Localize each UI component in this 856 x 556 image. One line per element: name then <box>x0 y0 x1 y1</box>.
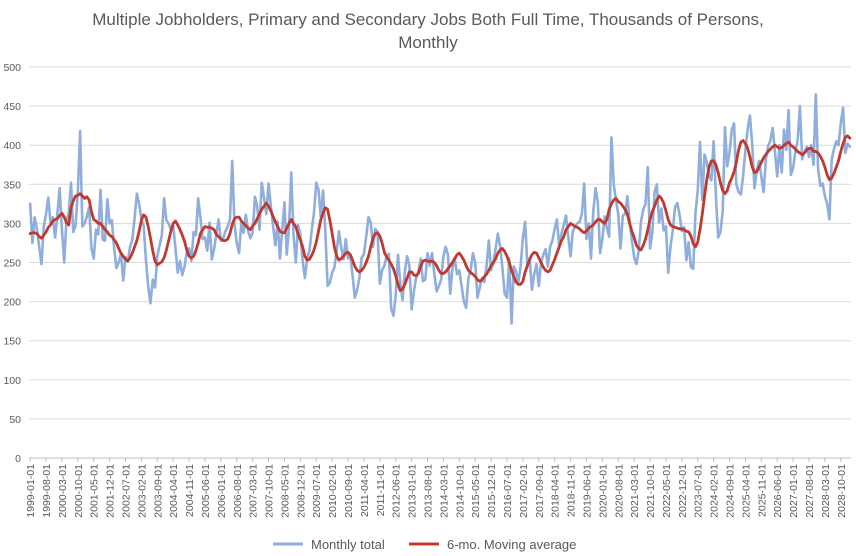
x-tick-label: 2013-08-01 <box>423 464 435 518</box>
x-tick-label: 2017-09-01 <box>534 464 546 518</box>
y-tick-label-0: 0 <box>15 453 21 465</box>
x-tick-label: 2016-07-01 <box>502 464 514 518</box>
x-tick-label: 2015-05-01 <box>470 464 482 518</box>
x-tick-label: 2024-09-01 <box>725 464 737 518</box>
x-tick-label: 2028-10-01 <box>836 464 848 518</box>
x-tick-label: 2022-12-01 <box>677 464 689 518</box>
y-tick-label-500: 500 <box>3 62 21 74</box>
x-tick-label: 2017-02-01 <box>518 464 530 518</box>
x-tick-label: 2014-03-01 <box>438 464 450 518</box>
x-tick-label: 2025-11-01 <box>756 464 768 517</box>
series-line-moving-average <box>28 134 852 293</box>
x-tick-label: 2006-08-01 <box>232 464 244 518</box>
y-tick-label-400: 400 <box>3 140 21 152</box>
x-tick-label: 2007-03-01 <box>248 464 260 518</box>
x-tick-label: 2001-12-01 <box>105 464 117 518</box>
y-tick-label-300: 300 <box>3 218 21 230</box>
x-tick-label: 2004-04-01 <box>168 464 180 518</box>
x-tick-label: 2004-11-01 <box>184 464 196 517</box>
x-tick-label: 2026-06-01 <box>772 464 784 518</box>
x-tick-label: 2027-01-01 <box>788 464 800 518</box>
x-tick-label: 2010-02-01 <box>327 464 339 518</box>
x-tick-label: 2012-06-01 <box>391 464 403 518</box>
y-axis: 0 50 100 150 200 250 300 350 400 450 500 <box>3 62 21 465</box>
x-tick-label: 2014-10-01 <box>454 464 466 518</box>
x-tick-label: 2019-06-01 <box>581 464 593 518</box>
legend-label-monthly-total: Monthly total <box>311 537 385 552</box>
x-axis: 1999-01-01 1999-08-01 2000-03-01 2000-10-01… <box>25 457 851 518</box>
x-tick-label: 2009-07-01 <box>311 464 323 518</box>
x-tick-label: 2021-03-01 <box>629 464 641 518</box>
x-tick-label: 1999-08-01 <box>41 464 53 518</box>
x-tick-label: 2022-05-01 <box>661 464 673 518</box>
x-tick-label: 2001-05-01 <box>89 464 101 518</box>
x-tick-label: 2008-12-01 <box>295 464 307 518</box>
x-tick-label: 2007-10-01 <box>264 464 276 518</box>
x-tick-label: 2010-09-01 <box>343 464 355 518</box>
x-tick-label: 2018-11-01 <box>566 464 578 517</box>
y-tick-label-450: 450 <box>3 101 21 113</box>
x-tick-label: 2025-04-01 <box>740 464 752 518</box>
x-tick-label: 2023-07-01 <box>693 464 705 518</box>
y-tick-label-200: 200 <box>3 297 21 309</box>
legend-label-moving-average: 6-mo. Moving average <box>447 537 576 552</box>
y-tick-label-150: 150 <box>3 336 21 348</box>
chart-title-line-2: Monthly <box>398 33 458 52</box>
gridlines <box>29 66 851 420</box>
x-tick-label: 2024-02-01 <box>709 464 721 518</box>
x-tick-label: 2018-04-01 <box>550 464 562 518</box>
x-tick-label: 2011-04-01 <box>359 464 371 517</box>
y-tick-label-350: 350 <box>3 179 21 191</box>
x-tick-label: 2005-06-01 <box>200 464 212 518</box>
x-tick-label: 2020-01-01 <box>597 464 609 518</box>
x-tick-label: 2000-10-01 <box>73 464 85 518</box>
x-tick-label: 2008-05-01 <box>279 464 291 518</box>
x-tick-label: 2015-12-01 <box>486 464 498 518</box>
y-tick-label-250: 250 <box>3 258 21 270</box>
x-tick-label: 2003-02-01 <box>136 464 148 518</box>
x-tick-label: 2006-01-01 <box>216 464 228 518</box>
series-line-monthly-total <box>28 93 852 325</box>
x-tick-label: 2027-08-01 <box>804 464 816 518</box>
x-tick-label: 2002-07-01 <box>121 464 133 518</box>
x-tick-label: 2021-10-01 <box>645 464 657 518</box>
x-tick-label: 2028-03-01 <box>820 464 832 518</box>
y-tick-label-100: 100 <box>3 375 21 387</box>
x-tick-label: 2013-01-01 <box>407 464 419 518</box>
chart-title-line-1: Multiple Jobholders, Primary and Seconda… <box>92 10 764 29</box>
y-tick-label-50: 50 <box>9 414 21 426</box>
x-tick-label: 2003-09-01 <box>152 464 164 518</box>
x-tick-label: 2000-03-01 <box>57 464 69 518</box>
legend: Monthly total 6-mo. Moving average <box>273 537 576 552</box>
x-tick-label: 1999-01-01 <box>25 464 37 518</box>
x-tick-label: 2020-08-01 <box>613 464 625 518</box>
x-tick-label: 2011-11-01 <box>375 464 387 516</box>
series <box>28 93 852 325</box>
